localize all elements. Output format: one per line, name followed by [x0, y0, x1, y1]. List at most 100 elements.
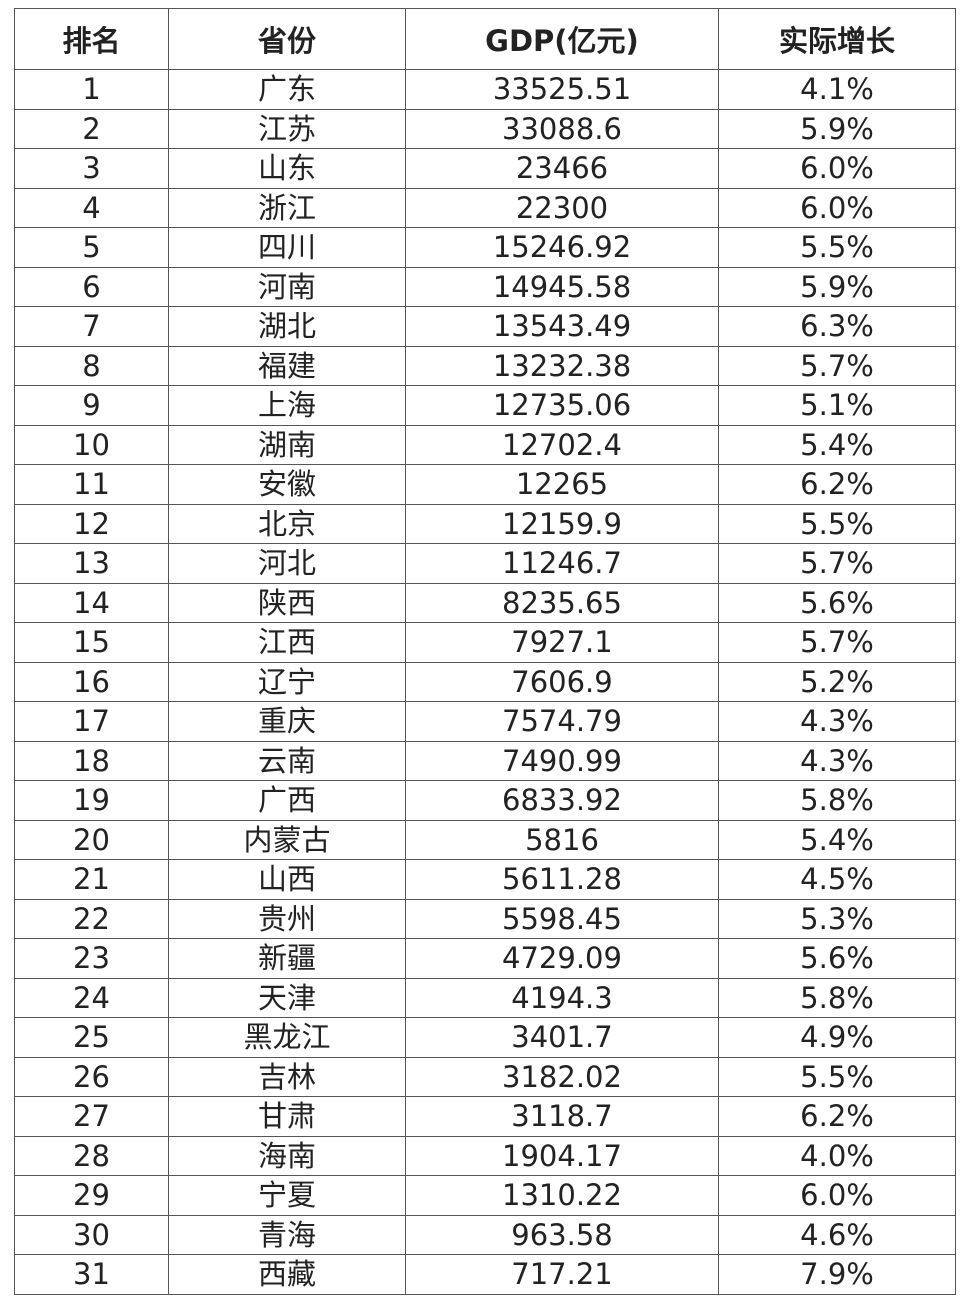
growth-cell: 4.0%	[718, 1135, 956, 1176]
province-cell: 内蒙古	[168, 819, 406, 860]
growth-cell: 4.5%	[718, 859, 956, 900]
growth-cell: 5.5%	[718, 503, 956, 544]
rank-cell: 7	[14, 306, 169, 347]
rank-cell: 12	[14, 503, 169, 544]
gdp-cell: 7927.1	[405, 622, 719, 663]
province-cell: 江西	[168, 622, 406, 663]
rank-cell: 3	[14, 148, 169, 189]
province-cell: 北京	[168, 503, 406, 544]
gdp-cell: 13232.38	[405, 345, 719, 386]
gdp-cell: 3118.7	[405, 1096, 719, 1137]
growth-cell: 6.0%	[718, 1175, 956, 1216]
growth-cell: 5.7%	[718, 345, 956, 386]
gdp-cell: 3401.7	[405, 1017, 719, 1058]
province-cell: 山西	[168, 859, 406, 900]
rank-cell: 27	[14, 1096, 169, 1137]
table-row: 29 宁夏 1310.22 6.0%	[14, 1175, 956, 1216]
growth-cell: 5.2%	[718, 661, 956, 702]
province-cell: 河北	[168, 543, 406, 584]
header-growth: 实际增长	[718, 8, 956, 70]
table-row: 14 陕西 8235.65 5.6%	[14, 582, 956, 623]
rank-cell: 21	[14, 859, 169, 900]
growth-cell: 5.5%	[718, 227, 956, 268]
header-province: 省份	[168, 8, 406, 70]
gdp-cell: 5611.28	[405, 859, 719, 900]
table-row: 16 辽宁 7606.9 5.2%	[14, 661, 956, 702]
province-cell: 上海	[168, 385, 406, 426]
province-cell: 四川	[168, 227, 406, 268]
table-row: 17 重庆 7574.79 4.3%	[14, 701, 956, 742]
growth-cell: 5.9%	[718, 266, 956, 307]
rank-cell: 15	[14, 622, 169, 663]
rank-cell: 24	[14, 977, 169, 1018]
gdp-cell: 15246.92	[405, 227, 719, 268]
rank-cell: 30	[14, 1214, 169, 1255]
rank-cell: 25	[14, 1017, 169, 1058]
gdp-cell: 8235.65	[405, 582, 719, 623]
rank-cell: 16	[14, 661, 169, 702]
gdp-cell: 4729.09	[405, 938, 719, 979]
gdp-cell: 12159.9	[405, 503, 719, 544]
table-row: 30 青海 963.58 4.6%	[14, 1214, 956, 1255]
gdp-cell: 3182.02	[405, 1056, 719, 1097]
growth-cell: 5.7%	[718, 543, 956, 584]
table-row: 27 甘肃 3118.7 6.2%	[14, 1096, 956, 1137]
gdp-cell: 23466	[405, 148, 719, 189]
header-gdp: GDP(亿元)	[405, 8, 719, 70]
table-row: 15 江西 7927.1 5.7%	[14, 622, 956, 663]
rank-cell: 8	[14, 345, 169, 386]
table-row: 5 四川 15246.92 5.5%	[14, 227, 956, 268]
province-cell: 广西	[168, 780, 406, 821]
gdp-cell: 7574.79	[405, 701, 719, 742]
province-cell: 河南	[168, 266, 406, 307]
growth-cell: 4.1%	[718, 69, 956, 110]
table-row: 22 贵州 5598.45 5.3%	[14, 898, 956, 939]
gdp-ranking-table: 排名 省份 GDP(亿元) 实际增长 1 广东 33525.51 4.1% 2 江苏 330…	[14, 8, 956, 1295]
header-rank: 排名	[14, 8, 169, 70]
table-row: 13 河北 11246.7 5.7%	[14, 543, 956, 584]
table-row: 3 山东 23466 6.0%	[14, 148, 956, 189]
gdp-cell: 12702.4	[405, 424, 719, 465]
rank-cell: 26	[14, 1056, 169, 1097]
table-row: 6 河南 14945.58 5.9%	[14, 266, 956, 307]
table-row: 26 吉林 3182.02 5.5%	[14, 1056, 956, 1097]
table-row: 21 山西 5611.28 4.5%	[14, 859, 956, 900]
rank-cell: 5	[14, 227, 169, 268]
province-cell: 云南	[168, 740, 406, 781]
growth-cell: 5.6%	[718, 938, 956, 979]
province-cell: 宁夏	[168, 1175, 406, 1216]
province-cell: 贵州	[168, 898, 406, 939]
gdp-cell: 7606.9	[405, 661, 719, 702]
rank-cell: 29	[14, 1175, 169, 1216]
gdp-cell: 717.21	[405, 1254, 719, 1295]
growth-cell: 6.0%	[718, 187, 956, 228]
table-row: 23 新疆 4729.09 5.6%	[14, 938, 956, 979]
province-cell: 湖北	[168, 306, 406, 347]
rank-cell: 23	[14, 938, 169, 979]
province-cell: 陕西	[168, 582, 406, 623]
growth-cell: 4.3%	[718, 740, 956, 781]
rank-cell: 20	[14, 819, 169, 860]
rank-cell: 18	[14, 740, 169, 781]
rank-cell: 2	[14, 108, 169, 149]
growth-cell: 4.6%	[718, 1214, 956, 1255]
table-row: 12 北京 12159.9 5.5%	[14, 503, 956, 544]
gdp-cell: 7490.99	[405, 740, 719, 781]
table-row: 24 天津 4194.3 5.8%	[14, 977, 956, 1018]
province-cell: 福建	[168, 345, 406, 386]
rank-cell: 17	[14, 701, 169, 742]
rank-cell: 9	[14, 385, 169, 426]
province-cell: 新疆	[168, 938, 406, 979]
table-row: 25 黑龙江 3401.7 4.9%	[14, 1017, 956, 1058]
province-cell: 浙江	[168, 187, 406, 228]
header-row: 排名 省份 GDP(亿元) 实际增长	[14, 8, 956, 70]
table-row: 2 江苏 33088.6 5.9%	[14, 108, 956, 149]
growth-cell: 5.4%	[718, 424, 956, 465]
growth-cell: 7.9%	[718, 1254, 956, 1295]
province-cell: 甘肃	[168, 1096, 406, 1137]
growth-cell: 5.9%	[718, 108, 956, 149]
growth-cell: 5.7%	[718, 622, 956, 663]
growth-cell: 6.0%	[718, 148, 956, 189]
rank-cell: 10	[14, 424, 169, 465]
province-cell: 海南	[168, 1135, 406, 1176]
